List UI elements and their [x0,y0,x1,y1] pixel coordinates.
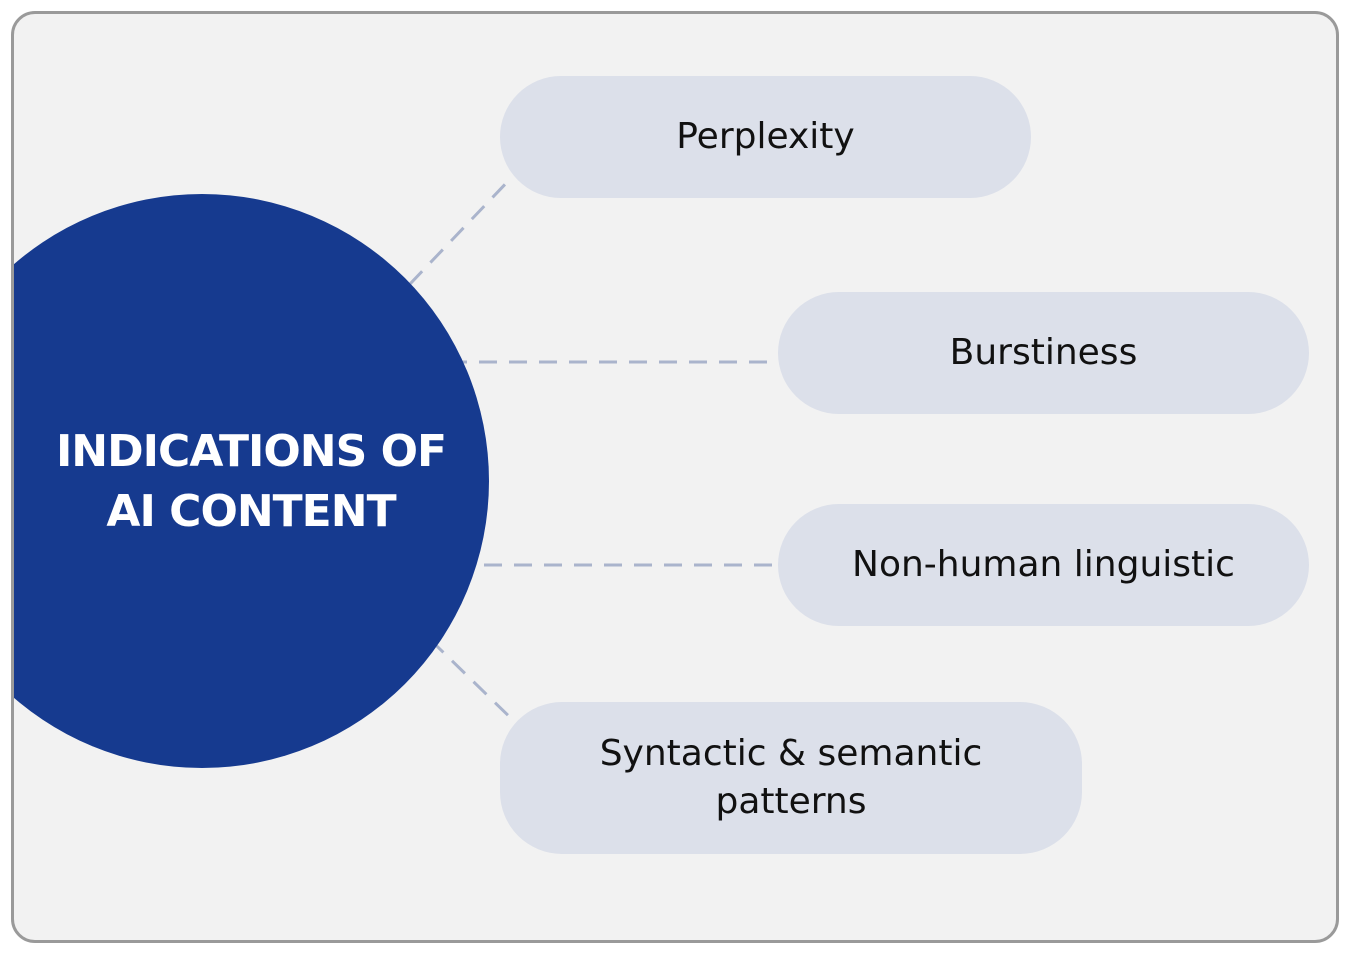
node-non-human-linguistic: Non-human linguistic [778,504,1309,626]
connector-syntactic-semantic [407,617,521,728]
node-burstiness: Burstiness [778,292,1309,414]
connectors [387,175,778,728]
node-syntactic-semantic-patterns-line2: patterns [715,781,867,822]
node-non-human-linguistic-label: Non-human linguistic [852,544,1235,585]
node-syntactic-semantic-patterns-label: Syntactic & semantic patterns [600,730,983,826]
node-syntactic-semantic-patterns: Syntactic & semantic patterns [500,702,1082,854]
diagram-frame: INDICATIONS OF AI CONTENT Perplexity Bur… [11,11,1339,943]
node-burstiness-label: Burstiness [949,332,1138,373]
central-hub-label-line1: INDICATIONS OF [55,426,447,477]
central-hub-label: INDICATIONS OF AI CONTENT [26,422,476,542]
central-hub-label-line2: AI CONTENT [106,486,396,537]
node-syntactic-semantic-patterns-line1: Syntactic & semantic [599,733,983,774]
node-perplexity: Perplexity [500,76,1031,198]
node-perplexity-label: Perplexity [676,116,855,157]
central-hub-circle [14,194,489,768]
